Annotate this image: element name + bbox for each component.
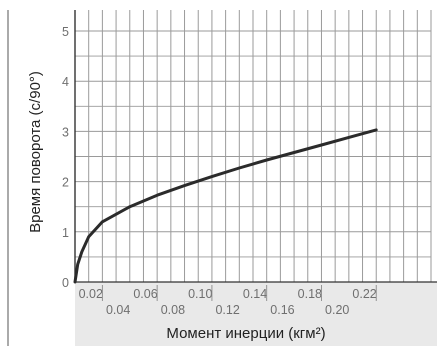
x-tick-label-lower: 0.16 [270,303,294,317]
x-tick-label-lower: 0.20 [325,303,349,317]
x-tick-label-lower: 0.12 [215,303,239,317]
y-tick-label: 5 [62,25,69,39]
x-tick-label-lower: 0.04 [106,303,130,317]
x-tick-label-upper: 0.02 [79,287,103,301]
series-line [73,128,378,284]
y-tick-label: 1 [62,226,69,240]
x-tick-label-upper: 0.14 [243,287,267,301]
x-axis-title: Момент инерции (кгм²) [166,325,325,342]
y-axis-title: Время поворота (с/90°) [27,71,44,233]
x-tick-label-upper: 0.10 [188,287,212,301]
y-tick-label: 4 [62,75,69,89]
y-tick-label: 0 [62,276,69,290]
y-tick-label: 2 [62,176,69,190]
x-tick-label-upper: 0.06 [133,287,157,301]
x-tick-label-lower: 0.08 [161,303,185,317]
x-tick-label-upper: 0.18 [298,287,322,301]
y-tick-label: 3 [62,125,69,139]
x-tick-label-upper: 0.22 [352,287,376,301]
